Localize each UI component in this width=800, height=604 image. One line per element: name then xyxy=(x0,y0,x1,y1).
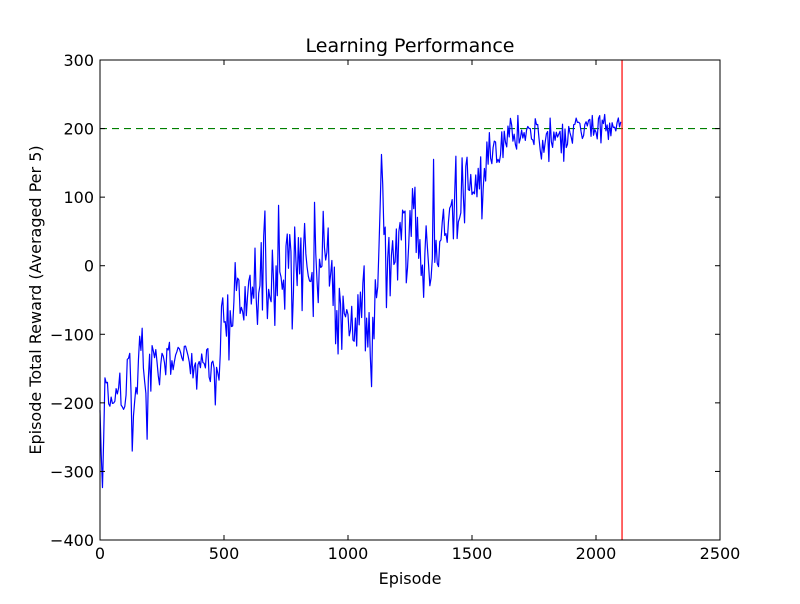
y-tick-label: 300 xyxy=(63,51,94,70)
y-tick-label: 0 xyxy=(84,257,94,276)
y-tick-label: −100 xyxy=(50,325,94,344)
plot-content xyxy=(99,60,720,540)
x-tick-label: 2000 xyxy=(576,544,617,563)
x-tick-label: 1500 xyxy=(452,544,493,563)
y-tick-label: 200 xyxy=(63,120,94,139)
x-tick-label: 1000 xyxy=(328,544,369,563)
y-tick-label: −200 xyxy=(50,394,94,413)
series-line xyxy=(99,113,622,489)
chart-title: Learning Performance xyxy=(306,35,515,57)
x-tick-label: 2500 xyxy=(700,544,741,563)
axis-ticks xyxy=(99,59,721,541)
y-tick-label: −400 xyxy=(50,531,94,550)
y-tick-label: −300 xyxy=(50,462,94,481)
x-tick-label: 0 xyxy=(95,544,105,563)
y-tick-label: 100 xyxy=(63,188,94,207)
plot-frame xyxy=(99,59,721,541)
axis-tick-labels: 0 500 1000 1500 2000 2500 −400 −300 −200 −100 0 100… xyxy=(50,51,740,563)
x-tick-label: 500 xyxy=(209,544,240,563)
x-axis-label: Episode xyxy=(379,569,442,588)
y-axis-label: Episode Total Reward (Averaged Per 5) xyxy=(26,145,45,454)
